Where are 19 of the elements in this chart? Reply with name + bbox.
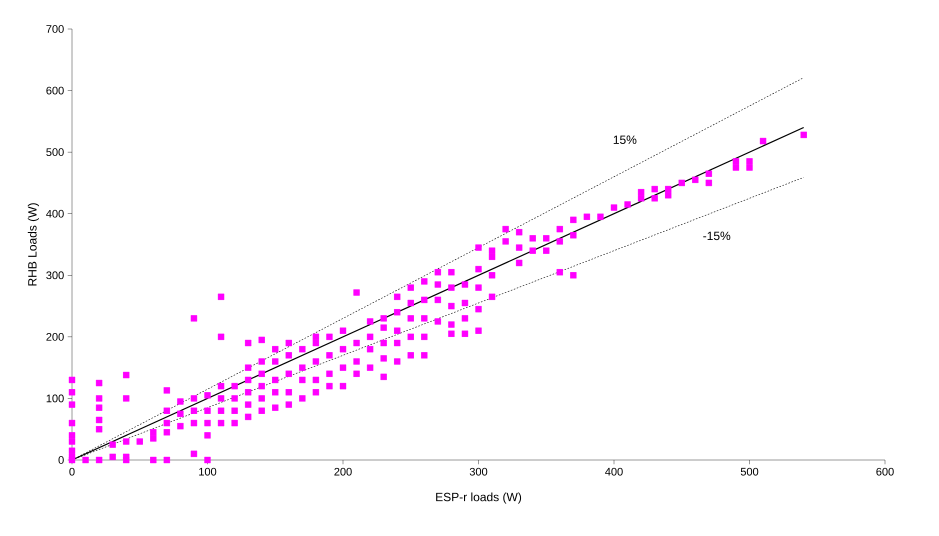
x-tick-label: 400	[605, 468, 623, 476]
annotation: -15%	[703, 232, 730, 240]
y-tick-label: 400	[46, 210, 64, 218]
y-tick-label: 100	[46, 394, 64, 402]
y-tick-label: 700	[46, 25, 64, 33]
x-tick-label: 300	[470, 468, 488, 476]
x-tick-label: 0	[69, 468, 75, 476]
y-tick-label: 500	[46, 148, 64, 156]
x-tick-label: 600	[876, 468, 894, 476]
x-tick-label: 500	[740, 468, 758, 476]
y-tick-label: 300	[46, 271, 64, 280]
y-tick-label: 200	[46, 332, 64, 341]
annotation: 15%	[614, 136, 636, 144]
x-tick-label: 200	[334, 468, 352, 476]
x-axis-title: ESP-r loads (W)	[436, 492, 522, 504]
x-tick-label: 100	[199, 468, 216, 476]
y-tick-label: 0	[58, 456, 64, 464]
y-tick-label: 600	[46, 86, 64, 94]
y-axis-title: RHB Loads (W)	[28, 203, 39, 286]
